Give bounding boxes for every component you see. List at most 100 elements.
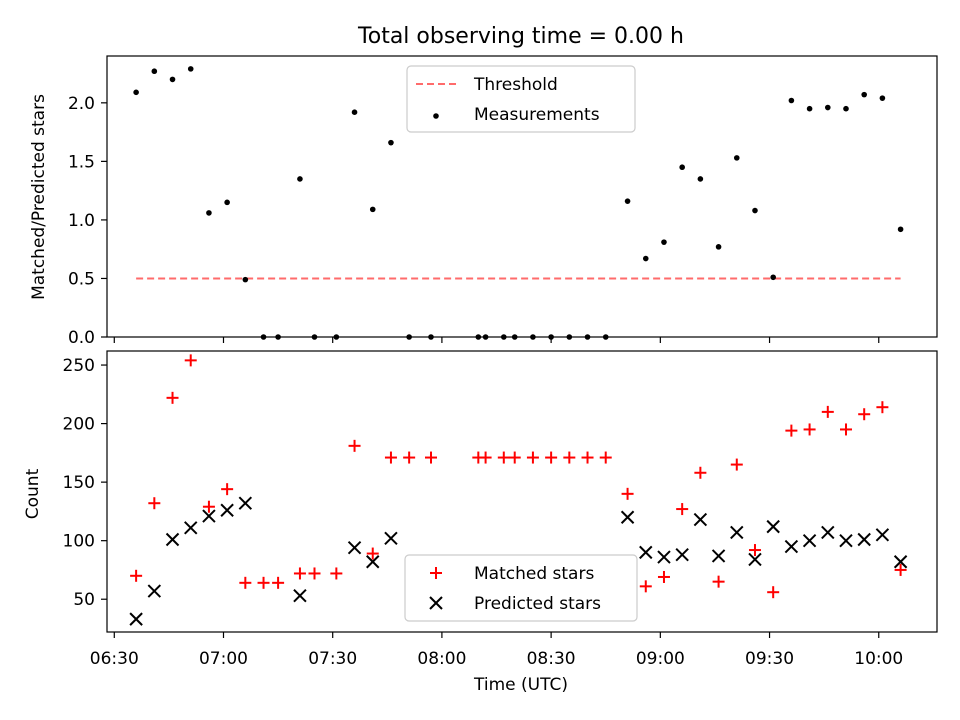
predicted-star-point [693, 512, 708, 527]
matched-star-point [308, 567, 321, 580]
measurement-point [824, 104, 831, 111]
matched-star-point [348, 439, 361, 452]
threshold-legend-label: Threshold [473, 75, 558, 95]
measurement-point [187, 66, 194, 72]
matched-star-point [639, 580, 652, 593]
predicted-star-stroke [620, 510, 635, 524]
top-legend: Threshold Measurements [406, 65, 636, 133]
measurement-point [624, 198, 631, 204]
predicted-star-stroke [129, 612, 143, 626]
top-y-tick-label: 0.0 [68, 328, 95, 348]
predicted-star-stroke [821, 525, 835, 540]
predicted-star-stroke [639, 545, 653, 560]
matched-star-point [858, 408, 871, 421]
bottom-y-tick-label: 150 [63, 473, 95, 493]
top-y-tick-label: 1.5 [68, 152, 95, 172]
matched-star-point [821, 405, 834, 418]
matched-star-point [366, 547, 379, 560]
predicted-star-point [802, 533, 817, 548]
matched-star-point [384, 451, 397, 464]
matched-star-point [508, 451, 521, 464]
predicted-star-point [730, 525, 744, 540]
predicted-star-point [147, 584, 162, 598]
matched-star-point [621, 487, 634, 500]
predicted-star-stroke [366, 555, 380, 569]
predicted-star-point [675, 548, 689, 562]
matched-star-point [130, 569, 143, 582]
measurement-point [224, 199, 230, 206]
bottom-x-tick-label: 09:00 [636, 649, 685, 669]
matched-star-point [803, 423, 816, 436]
predicted-stars-legend-icon [429, 596, 443, 610]
matched-star-point [894, 563, 907, 576]
predicted-star-point [748, 552, 762, 567]
measurement-point [351, 109, 358, 115]
bottom-x-tick-label: 07:00 [199, 649, 248, 669]
measurements-legend-icon [433, 113, 439, 119]
matched-star-point [148, 497, 161, 510]
predicted-star-point [384, 531, 398, 546]
measurement-point [861, 91, 867, 98]
top-y-tick-label: 1.0 [68, 211, 95, 231]
matched-star-point [767, 586, 780, 599]
predicted-star-point [711, 549, 726, 563]
matched-star-point [563, 451, 576, 464]
predicted-star-stroke [675, 548, 689, 562]
matched-star-point [785, 424, 798, 437]
predicted-star-point [784, 539, 799, 554]
predicted-star-point [293, 588, 307, 603]
bottom-x-axis: 06:30 07:00 07:30 08:00 08:30 09:00 09:30 10:00 [90, 632, 903, 669]
top-y-tick-label: 2.0 [68, 94, 95, 114]
matched-star-point [184, 354, 197, 367]
predicted-stars-legend-label: Predicted stars [474, 594, 601, 614]
bottom-axes-frame [106, 350, 938, 633]
figure-title: Total observing time = 0.00 h [357, 24, 684, 49]
top-y-axis-label: Matched/Predicted stars [29, 94, 49, 300]
predicted-star-point [639, 545, 653, 560]
predicted-star-stroke [384, 531, 398, 546]
matched-star-point [424, 451, 437, 464]
bottom-legend: Matched stars Predicted stars [404, 554, 638, 622]
bottom-x-tick-label: 09:30 [745, 649, 794, 669]
matched-star-point [748, 544, 761, 557]
top-axes-frame [106, 55, 938, 338]
measurement-point [752, 207, 758, 214]
matched-stars-legend-icon [430, 567, 442, 579]
matched-star-point [599, 451, 612, 464]
measurement-point [697, 176, 704, 182]
bottom-panel: 50 100 150 200 250 06:30 07:00 07:30 08:00 08:30… [23, 350, 938, 695]
predicted-star-point [839, 533, 853, 548]
matched-star-point [839, 423, 852, 436]
matched-star-point [166, 391, 179, 404]
predicted-star-stroke [347, 540, 362, 555]
bottom-y-axis: 50 100 150 200 250 [63, 356, 107, 610]
predicted-star-stroke [748, 552, 762, 567]
predicted-star-stroke [220, 503, 234, 517]
measurement-point [715, 244, 722, 250]
predicted-star-stroke [857, 532, 871, 547]
bottom-y-tick-label: 100 [63, 532, 95, 552]
matched-stars-legend-label: Matched stars [474, 564, 594, 584]
measurement-point [388, 139, 394, 146]
predicted-star-point [657, 550, 671, 564]
predicted-star-point [165, 532, 180, 547]
predicted-star-point [238, 496, 253, 510]
predicted-star-point [893, 555, 908, 569]
top-panel: 0.00.51.01.52.0 Matched/Predicted stars … [29, 55, 938, 348]
predicted-star-point [857, 532, 871, 547]
top-y-axis: 0.0 0.5 1.0 1.5 2.0 [68, 94, 880, 348]
matched-star-point [403, 451, 416, 464]
measurement-point [788, 97, 795, 104]
matched-star-point [221, 483, 234, 496]
predicted-star-stroke [802, 533, 817, 548]
matched-star-point [293, 567, 306, 580]
predicted-star-stroke [693, 512, 708, 527]
predicted-star-stroke [839, 533, 853, 548]
matched-star-point [239, 576, 252, 589]
predicted-star-point [875, 528, 890, 542]
matched-star-point [657, 570, 670, 583]
predicted-star-point [366, 555, 380, 569]
bottom-x-tick-label: 07:30 [308, 649, 357, 669]
matched-star-point [712, 575, 725, 588]
